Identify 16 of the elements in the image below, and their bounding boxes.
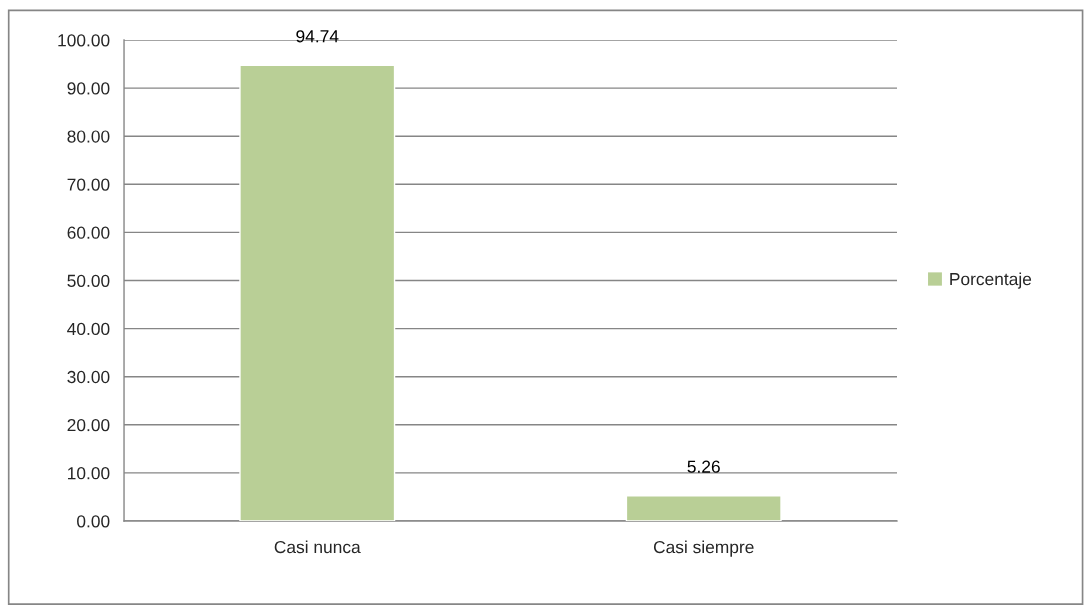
legend-label: Porcentaje xyxy=(950,272,1032,289)
data-label: 5.26 xyxy=(687,460,720,473)
y-tick-label: 80.00 xyxy=(67,130,110,143)
y-tick-label: 40.00 xyxy=(67,322,110,336)
y-tick-label: 0.00 xyxy=(77,515,110,528)
y-tick-label: 10.00 xyxy=(68,467,110,480)
y-tick-label: 60.00 xyxy=(67,226,110,239)
y-tick-label: 70.00 xyxy=(67,178,110,191)
y-tick-label: 100.00 xyxy=(58,34,110,47)
x-tick-label: Casi nunca xyxy=(274,540,361,554)
y-tick-label: 50.00 xyxy=(67,274,110,287)
x-tick-label: Casi siempre xyxy=(653,540,754,557)
y-tick-label: 30.00 xyxy=(67,370,110,384)
data-label: 94.74 xyxy=(296,30,339,43)
y-tick-label: 20.00 xyxy=(67,418,110,432)
y-tick-label: 90.00 xyxy=(67,82,110,95)
